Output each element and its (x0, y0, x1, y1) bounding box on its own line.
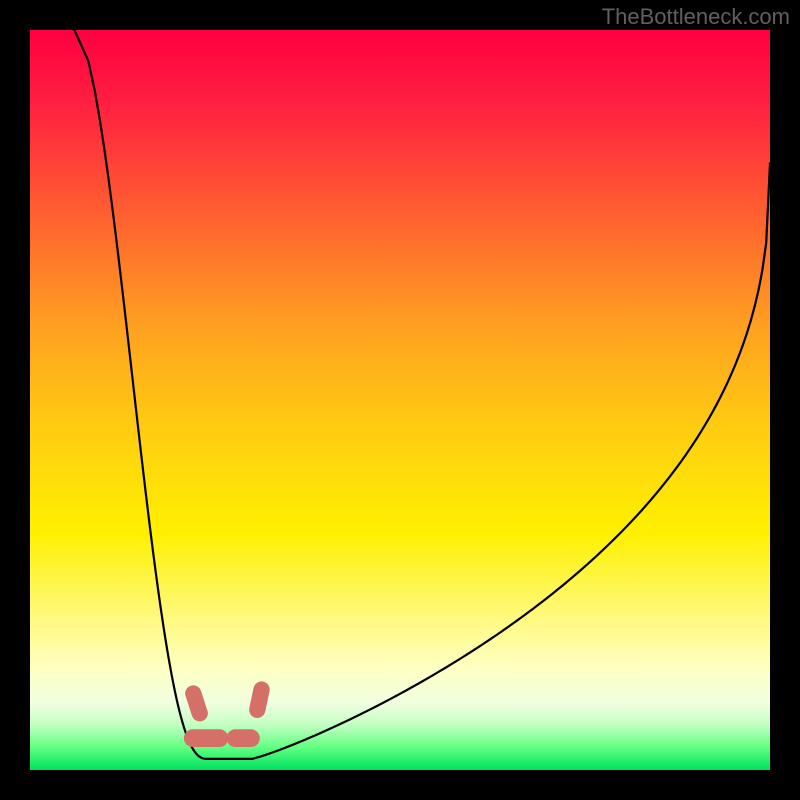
marker-pill (226, 729, 259, 747)
marker-pill (248, 680, 272, 720)
data-markers (30, 30, 770, 770)
marker-pill (183, 683, 210, 723)
watermark-text: TheBottleneck.com (602, 4, 790, 30)
marker-pill (184, 729, 228, 747)
plot-area (30, 30, 770, 770)
